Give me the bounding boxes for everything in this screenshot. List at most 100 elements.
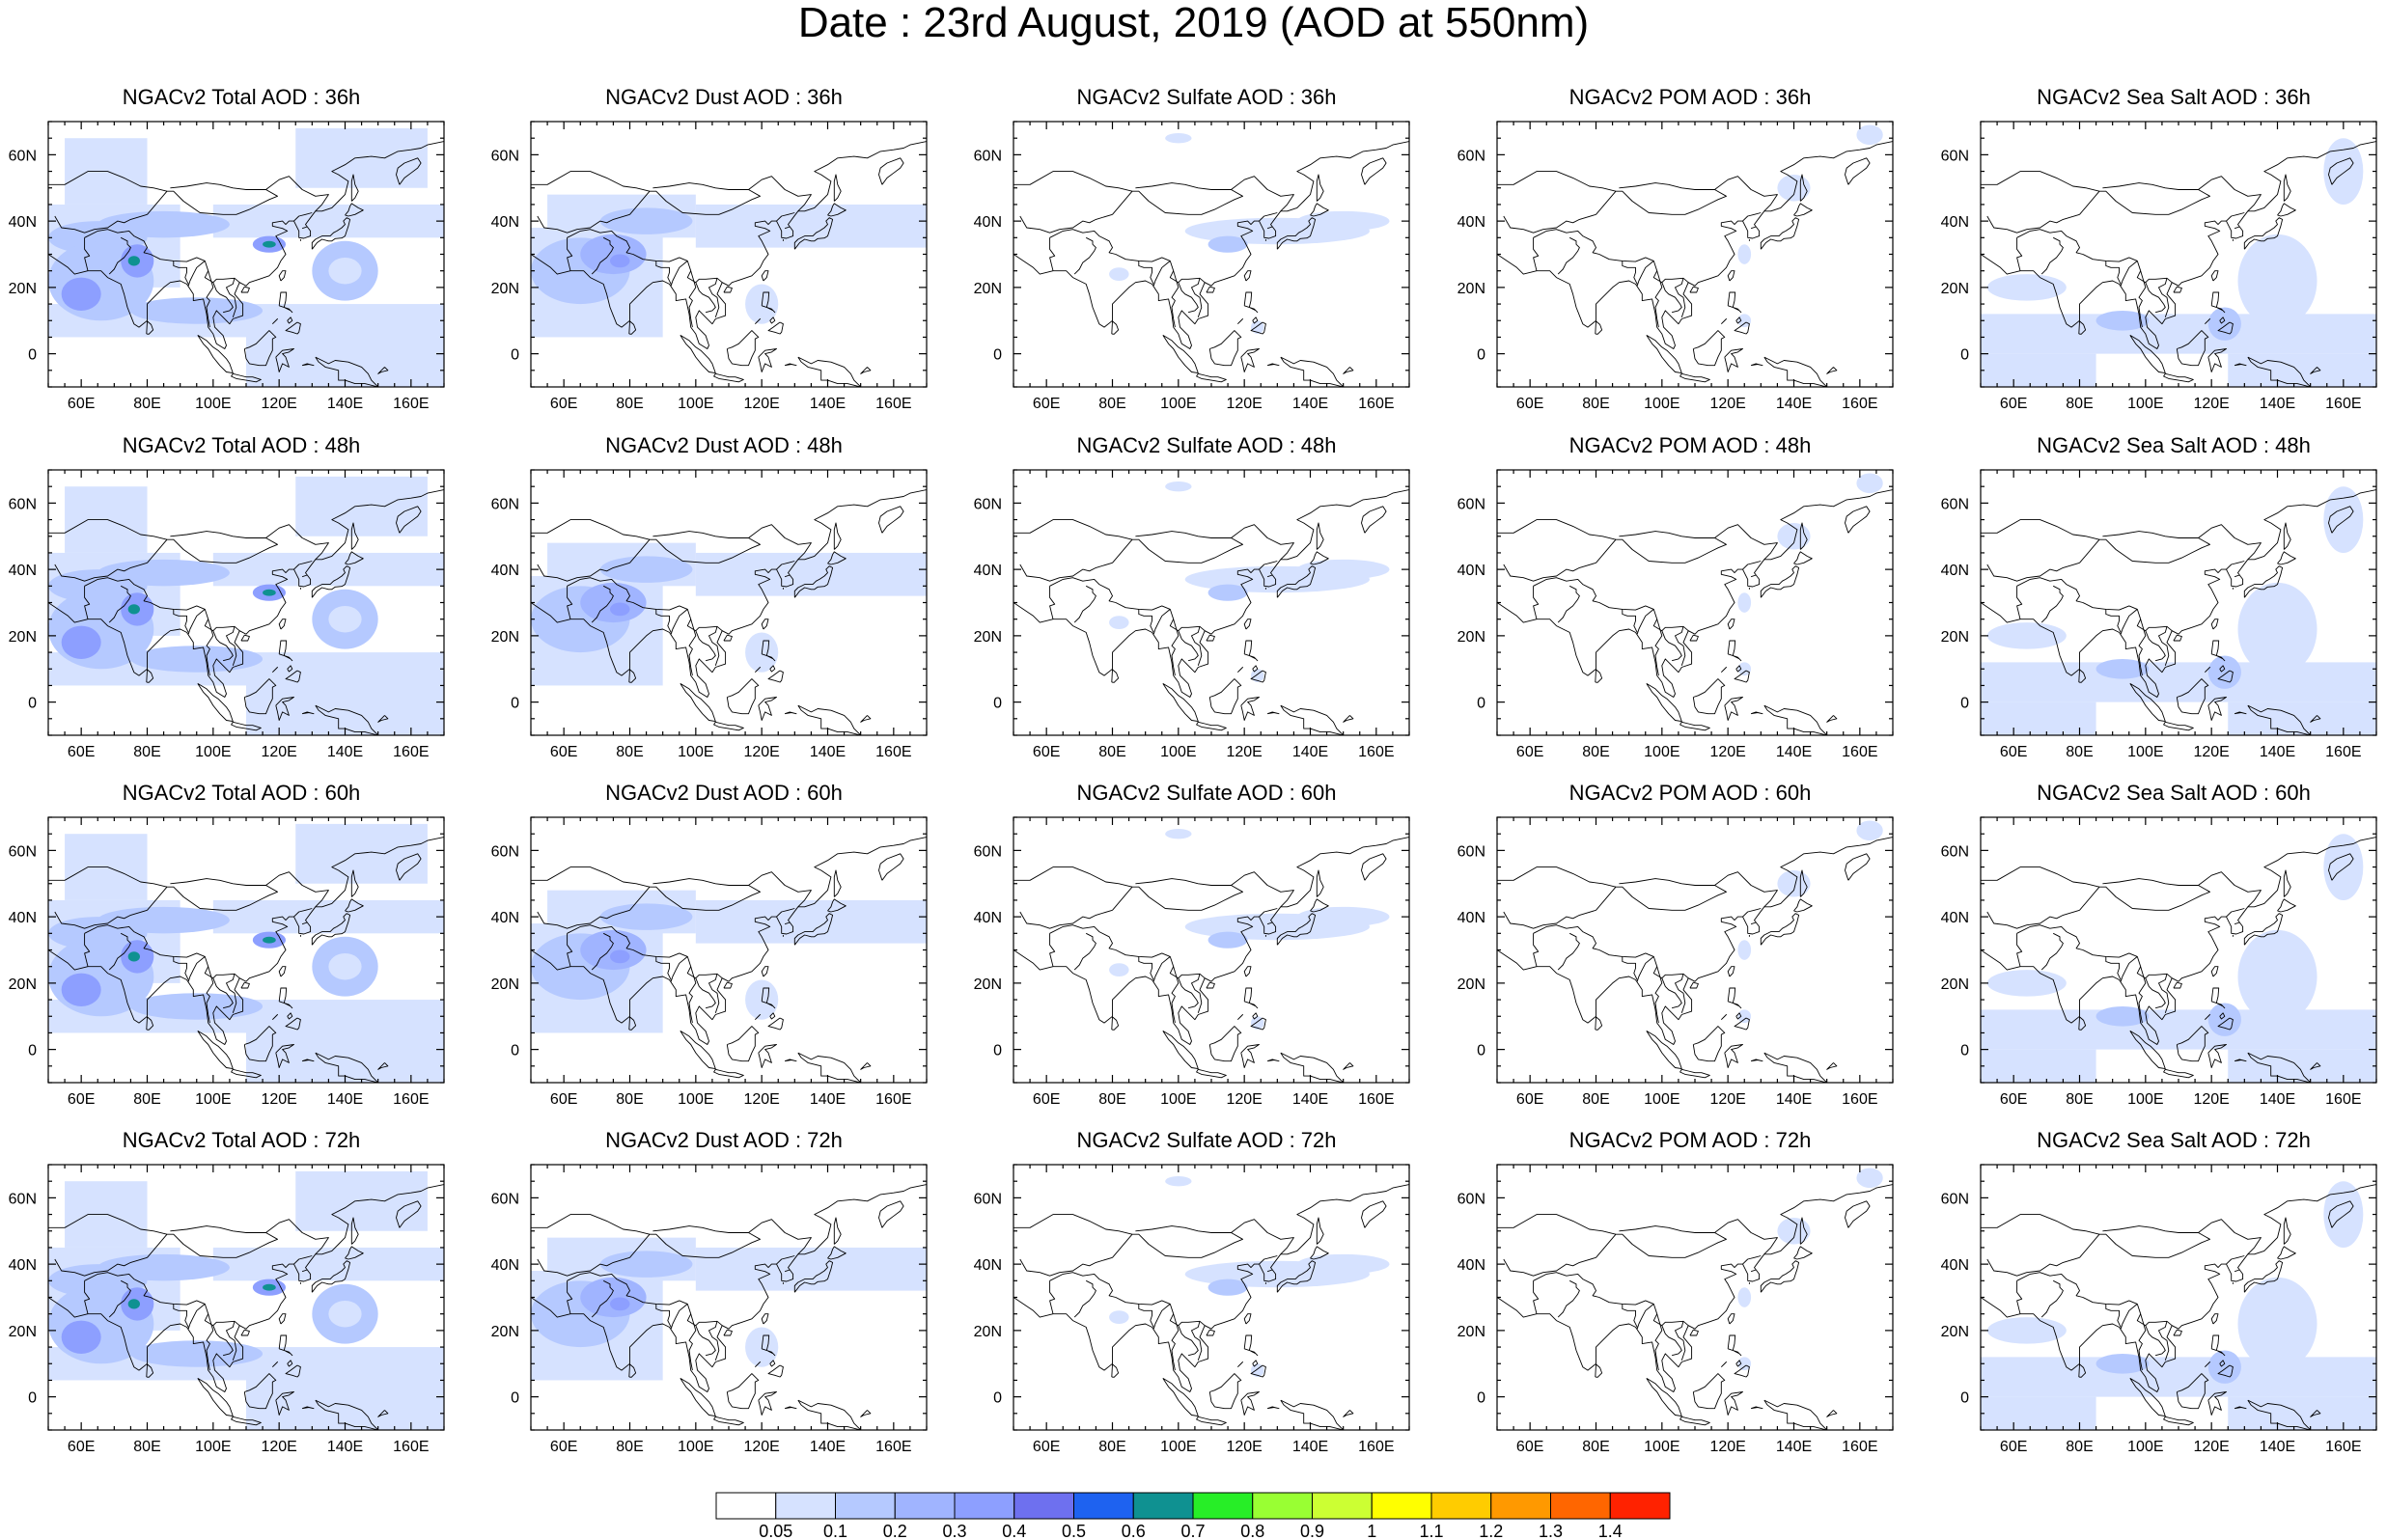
coastline-path [1760, 1260, 1800, 1293]
coastline-path [713, 372, 744, 383]
coastline-path [1361, 506, 1387, 534]
coastline-path [1826, 1062, 1838, 1070]
coastline-path [1019, 909, 1113, 929]
coastlines [1497, 141, 1893, 387]
coastline-path [301, 921, 308, 925]
coastline-path [275, 1391, 294, 1416]
coastline-path [197, 1378, 234, 1417]
aod-patch [610, 949, 630, 964]
coastline-path [226, 278, 237, 317]
lat-tick-label: 60N [974, 1191, 1002, 1207]
aod-patch [599, 556, 693, 583]
coastline-path [2040, 1279, 2064, 1318]
coastline-path [761, 1334, 776, 1357]
lon-tick-label: 100E [195, 396, 231, 412]
lon-tick-label: 80E [133, 744, 160, 760]
coastline-path [2105, 261, 2122, 285]
panel-title: NGACv2 POM AOD : 60h [1568, 781, 1812, 805]
aod-patch [1737, 1357, 1752, 1371]
coastline-path [1191, 626, 1203, 666]
aod-patch [1856, 820, 1883, 841]
lon-tick-label: 140E [327, 396, 363, 412]
map-frame [1013, 469, 1410, 736]
lon-tick-label: 160E [2325, 1091, 2361, 1108]
coastline-path [2219, 1360, 2226, 1367]
aod-patch [599, 1251, 693, 1278]
coastline-path [1497, 1214, 1617, 1235]
lon-tick-label: 120E [1709, 1091, 1745, 1108]
lat-tick-label: 20N [974, 1324, 1002, 1340]
coastline-path [1280, 1052, 1345, 1083]
coastline-path [1724, 1044, 1743, 1068]
coastline-path [1619, 1225, 1715, 1233]
map-panel-sulfate-72h: NGACv2 Sulfate AOD : 72h 60E 80E 100E 120E 14… [965, 1128, 1448, 1466]
coastlines [1497, 1184, 1893, 1430]
map-panel-total-36h: NGACv2 Total AOD : 36h 60E 80E 100E 120E 140E… [0, 85, 483, 423]
aod-patch [610, 1297, 630, 1311]
coastline-path [2277, 898, 2296, 913]
lon-tick-label: 60E [2000, 1439, 2027, 1455]
coastline-path [769, 665, 776, 673]
coastline-path [1316, 1217, 1324, 1245]
coastline-path [761, 270, 769, 282]
lon-tick-label: 120E [1709, 1439, 1745, 1455]
coastline-path [1793, 898, 1813, 913]
coastline-path [54, 909, 148, 929]
coastline-path [776, 1255, 795, 1265]
lon-tick-label: 60E [1033, 744, 1060, 760]
coastline-path [1750, 711, 1763, 715]
aod-patch [1109, 616, 1129, 629]
lon-tick-label: 100E [195, 744, 231, 760]
panel-title: NGACv2 Total AOD : 48h [122, 433, 361, 457]
coastline-path [1763, 704, 1828, 735]
coastline-path [2079, 871, 2262, 911]
coastline-path [1679, 372, 1710, 383]
lat-tick-label: 20N [974, 629, 1002, 646]
coastline-path [2243, 1260, 2284, 1293]
coastline-path [1596, 524, 1778, 564]
coastlines [1497, 489, 1893, 735]
coastline-path [231, 1068, 262, 1079]
coastline-path [860, 367, 872, 374]
colorbar-box [1490, 1492, 1551, 1520]
aod-patch [295, 823, 428, 884]
aod-patch [695, 204, 927, 248]
coastline-path [1243, 1334, 1259, 1357]
coastline-path [537, 909, 630, 929]
coastline-path [567, 577, 723, 632]
coastline-path [758, 1391, 777, 1416]
coastline-path [1793, 551, 1813, 565]
lon-tick-label: 120E [2193, 1091, 2229, 1108]
coastline-path [652, 182, 749, 190]
coastline-path [108, 236, 131, 275]
coastline-path [793, 1260, 834, 1293]
aod-patch [212, 1247, 444, 1281]
coastline-path [315, 1399, 379, 1430]
coastline-path [761, 1313, 769, 1325]
lon-tick-label: 100E [1644, 396, 1679, 412]
lon-tick-label: 140E [810, 1439, 846, 1455]
coastline-path [1654, 1313, 1663, 1371]
aod-patch [97, 906, 230, 934]
coastline-path [197, 683, 234, 723]
coastline-path [1196, 1068, 1227, 1079]
coastline-path [769, 316, 776, 324]
aod-patch [1296, 906, 1390, 927]
coastline-path [708, 1321, 720, 1361]
aod-patch [127, 951, 140, 962]
coastline-path [833, 174, 842, 202]
coastline-path [1280, 1399, 1345, 1430]
lon-tick-label: 60E [1033, 396, 1060, 412]
aod-patch [1737, 592, 1752, 613]
coastlines [1981, 141, 2376, 387]
map-frame [1496, 1164, 1894, 1431]
coastline-path [1533, 586, 1540, 619]
aod-patch [263, 589, 276, 596]
lon-tick-label: 160E [1842, 396, 1877, 412]
lat-tick-label: 60N [1941, 496, 1969, 512]
coastline-path [2210, 966, 2219, 977]
coastline-path [147, 871, 329, 911]
coastline-path [1533, 1272, 1689, 1327]
panel-title: NGACv2 Sulfate AOD : 36h [1076, 85, 1337, 109]
colorbar-label: 0.05 [759, 1522, 792, 1540]
